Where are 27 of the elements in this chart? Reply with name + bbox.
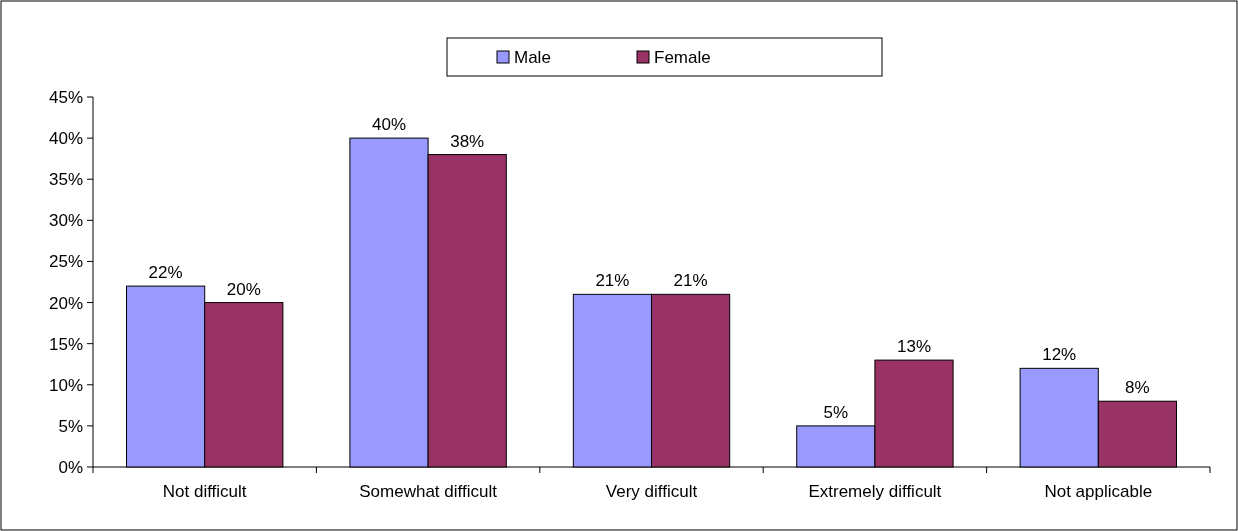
y-tick-label: 35% (48, 170, 83, 190)
y-tick-label: 30% (48, 211, 83, 231)
data-label: 22% (148, 263, 183, 283)
y-tick-label: 20% (48, 293, 83, 313)
y-tick-label: 25% (48, 252, 83, 272)
data-label: 21% (595, 271, 630, 291)
y-tick-label: 0% (58, 457, 83, 477)
y-tick-label: 45% (48, 87, 83, 107)
y-tick-label: 5% (58, 416, 83, 436)
y-tick-label: 10% (48, 375, 83, 395)
x-tick-label: Not applicable (1044, 482, 1153, 501)
legend-label: Female (654, 47, 711, 67)
data-label: 12% (1042, 345, 1077, 365)
data-label: 21% (673, 271, 708, 291)
x-tick-label: Not difficult (162, 482, 247, 501)
legend-label: Male (514, 47, 551, 67)
x-tick-label: Very difficult (605, 482, 698, 501)
data-label: 40% (371, 115, 407, 135)
x-tick-label: Somewhat difficult (359, 482, 498, 501)
y-tick-label: 15% (48, 334, 83, 354)
data-label: 20% (226, 279, 261, 299)
y-tick-label: 40% (48, 129, 83, 149)
data-label: 13% (896, 337, 932, 357)
data-label: 5% (823, 402, 849, 422)
data-label: 8% (1125, 378, 1150, 398)
x-tick-label: Extremely difficult (808, 482, 942, 501)
data-label: 38% (450, 131, 485, 151)
